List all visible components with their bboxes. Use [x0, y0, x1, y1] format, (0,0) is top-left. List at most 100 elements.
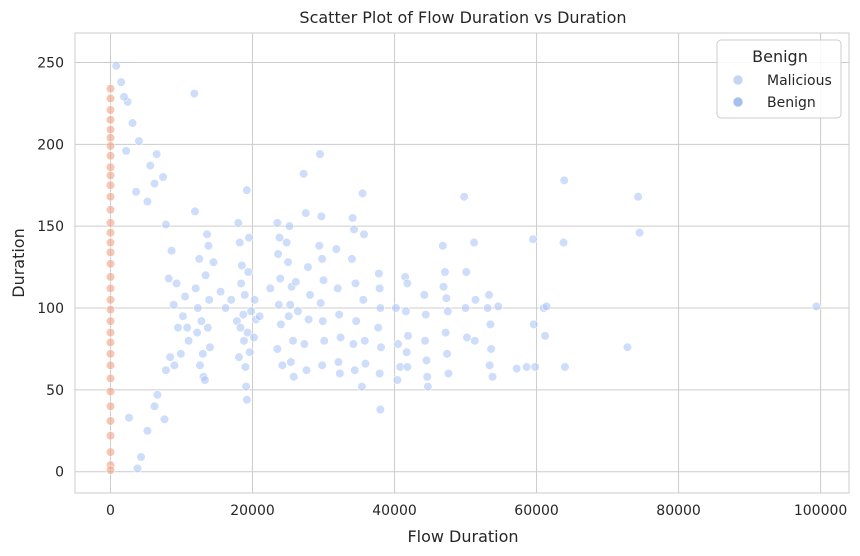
- point-malicious: [124, 413, 134, 423]
- point-malicious: [161, 219, 171, 230]
- point-malicious: [192, 327, 202, 338]
- legend: Benign Malicious Benign: [716, 39, 842, 119]
- point-malicious: [265, 283, 275, 293]
- point-malicious: [204, 295, 214, 305]
- point-malicious: [487, 372, 498, 382]
- y-axis-label: Duration: [9, 228, 28, 298]
- x-axis-ticks: 0 20000 40000 60000 80000 100000: [106, 503, 847, 519]
- point-malicious: [249, 332, 259, 343]
- y-tick-label: 200: [37, 137, 64, 153]
- point-benign: [105, 247, 116, 257]
- point-malicious: [438, 241, 448, 251]
- point-malicious: [304, 314, 314, 325]
- point-malicious: [314, 241, 324, 251]
- point-malicious: [250, 295, 260, 305]
- point-malicious: [421, 355, 432, 366]
- point-malicious: [196, 316, 206, 326]
- point-malicious: [335, 368, 345, 379]
- x-tick-label: 0: [106, 503, 115, 519]
- point-benign: [105, 115, 116, 125]
- point-malicious: [305, 290, 315, 300]
- point-malicious: [239, 336, 249, 346]
- point-malicious: [462, 332, 472, 343]
- legend-marker-malicious: [732, 74, 744, 86]
- point-benign: [105, 447, 116, 457]
- point-benign: [105, 295, 116, 305]
- point-malicious: [195, 360, 205, 370]
- point-malicious: [235, 323, 246, 333]
- point-malicious: [301, 365, 312, 375]
- point-malicious: [333, 283, 343, 293]
- x-tick-label: 20000: [230, 503, 275, 519]
- point-malicious: [111, 61, 121, 71]
- point-malicious: [273, 249, 283, 259]
- point-malicious: [284, 311, 294, 321]
- point-malicious: [288, 336, 298, 346]
- point-malicious: [299, 169, 309, 179]
- point-malicious: [422, 372, 432, 382]
- point-malicious: [540, 331, 550, 341]
- point-malicious: [349, 224, 359, 235]
- point-malicious: [558, 237, 569, 248]
- point-malicious: [403, 331, 413, 341]
- point-malicious: [274, 233, 285, 243]
- point-benign: [105, 259, 116, 269]
- point-malicious: [215, 287, 226, 297]
- point-malicious: [165, 352, 175, 362]
- point-malicious: [171, 278, 182, 289]
- legend-marker-benign: [732, 96, 744, 108]
- y-axis-ticks: 0 50 100 150 200 250: [37, 55, 64, 480]
- point-malicious: [289, 372, 299, 382]
- point-malicious: [189, 88, 199, 99]
- point-malicious: [443, 368, 454, 379]
- point-malicious: [142, 197, 153, 207]
- legend-title: Benign: [752, 47, 808, 66]
- point-malicious: [318, 316, 328, 326]
- point-malicious: [331, 244, 341, 254]
- point-benign: [105, 192, 116, 202]
- point-benign: [105, 283, 116, 293]
- point-malicious: [285, 300, 295, 310]
- point-malicious: [158, 172, 168, 182]
- point-benign: [105, 93, 116, 104]
- x-axis-label: Flow Duration: [407, 527, 518, 546]
- x-tick-label: 40000: [372, 503, 417, 519]
- point-benign: [105, 431, 116, 441]
- point-malicious: [484, 290, 494, 300]
- point-malicious: [194, 254, 204, 264]
- point-malicious: [334, 309, 344, 320]
- x-tick-label: 60000: [514, 503, 559, 519]
- point-malicious: [357, 381, 367, 392]
- point-benign: [105, 305, 116, 315]
- y-tick-label: 150: [37, 219, 64, 235]
- point-benign: [105, 349, 116, 359]
- point-malicious: [402, 278, 412, 289]
- point-malicious: [486, 344, 496, 354]
- point-malicious: [182, 323, 192, 333]
- point-malicious: [348, 213, 358, 223]
- point-malicious: [149, 401, 160, 411]
- point-malicious: [116, 77, 126, 87]
- point-malicious: [277, 360, 287, 370]
- point-malicious: [299, 339, 309, 349]
- point-malicious: [240, 362, 251, 372]
- point-malicious: [360, 359, 371, 369]
- point-malicious: [203, 241, 214, 251]
- point-benign: [105, 141, 116, 151]
- point-malicious: [200, 375, 210, 385]
- point-malicious: [161, 365, 171, 375]
- point-benign: [105, 316, 116, 326]
- point-benign: [105, 124, 116, 135]
- point-malicious: [350, 278, 361, 289]
- point-malicious: [240, 290, 250, 300]
- point-malicious: [276, 319, 286, 329]
- point-benign: [105, 337, 116, 347]
- point-malicious: [291, 277, 301, 287]
- point-malicious: [202, 229, 212, 239]
- y-tick-label: 250: [37, 55, 64, 71]
- point-malicious: [347, 254, 357, 264]
- point-malicious: [283, 257, 293, 267]
- point-malicious: [173, 323, 183, 333]
- y-tick-label: 50: [46, 383, 64, 399]
- point-malicious: [357, 188, 368, 199]
